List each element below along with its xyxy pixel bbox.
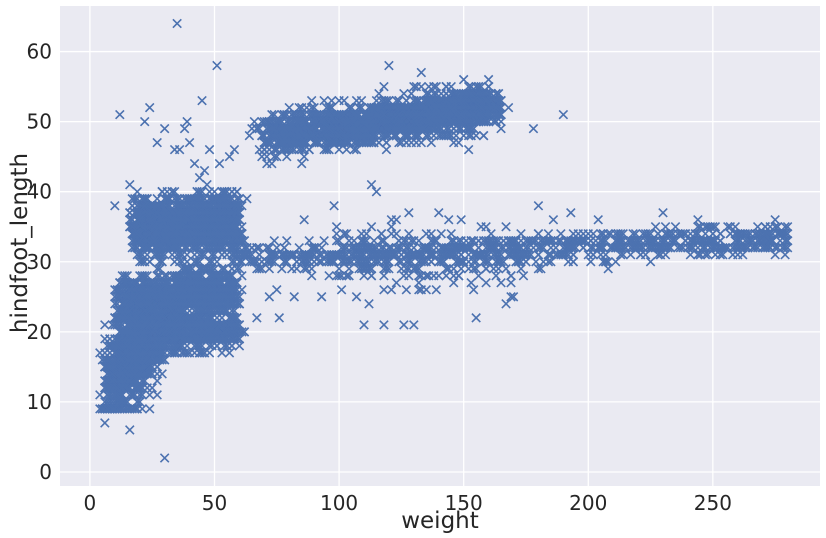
data-point xyxy=(289,292,299,302)
data-point xyxy=(593,214,603,225)
data-point xyxy=(144,102,155,113)
data-point xyxy=(144,404,155,414)
data-point xyxy=(359,320,369,330)
data-point xyxy=(157,369,167,379)
data-point xyxy=(399,320,409,330)
data-point xyxy=(274,313,285,323)
data-point xyxy=(329,200,339,211)
data-point xyxy=(244,130,255,141)
data-point xyxy=(503,102,514,113)
data-point xyxy=(496,278,506,288)
data-point xyxy=(264,292,275,302)
data-point xyxy=(463,144,474,155)
data-point xyxy=(194,172,205,183)
data-point xyxy=(159,123,170,134)
data-point xyxy=(630,228,641,239)
data-point xyxy=(110,200,120,211)
data-point xyxy=(95,390,105,400)
data-point xyxy=(508,292,519,302)
data-point xyxy=(214,158,225,169)
data-point xyxy=(115,109,125,120)
data-point xyxy=(441,271,451,281)
data-point xyxy=(379,285,389,295)
data-point xyxy=(204,144,215,155)
data-point xyxy=(224,151,235,162)
data-point xyxy=(645,257,656,267)
data-point xyxy=(182,116,192,127)
data-point xyxy=(152,362,162,372)
data-point xyxy=(658,207,668,218)
data-point xyxy=(404,207,414,218)
data-point xyxy=(102,341,113,351)
data-point xyxy=(668,235,678,246)
data-point xyxy=(125,425,135,435)
data-point xyxy=(100,355,110,365)
data-point xyxy=(548,214,559,225)
data-point xyxy=(409,320,419,330)
data-point xyxy=(416,67,427,78)
data-point xyxy=(229,144,240,155)
data-point xyxy=(471,313,481,323)
data-point xyxy=(456,214,466,225)
data-point xyxy=(100,418,110,428)
data-point xyxy=(533,200,544,211)
data-point xyxy=(102,390,113,400)
data-point xyxy=(536,264,546,274)
data-point xyxy=(152,271,162,281)
data-point xyxy=(558,109,569,120)
data-point xyxy=(384,60,394,71)
data-point xyxy=(179,123,190,134)
data-point xyxy=(122,404,133,414)
data-point xyxy=(139,116,150,127)
data-point xyxy=(172,18,182,29)
data-point xyxy=(199,165,210,176)
data-point xyxy=(770,214,780,225)
data-point xyxy=(653,249,663,260)
data-points xyxy=(95,18,793,463)
data-point xyxy=(184,137,195,148)
data-point xyxy=(100,320,110,330)
data-point xyxy=(152,390,162,400)
data-point xyxy=(197,95,207,106)
data-point xyxy=(272,285,282,295)
data-point xyxy=(299,214,309,225)
data-point xyxy=(202,179,212,190)
data-point xyxy=(152,376,162,386)
data-point xyxy=(371,186,382,197)
data-point xyxy=(189,158,200,169)
data-point xyxy=(159,453,170,463)
data-point xyxy=(212,60,222,71)
data-point xyxy=(379,320,389,330)
data-point xyxy=(359,271,369,281)
data-point xyxy=(433,207,444,218)
data-point xyxy=(366,179,377,190)
data-point xyxy=(528,123,539,134)
data-point xyxy=(566,207,576,218)
data-point xyxy=(139,376,150,386)
data-point xyxy=(254,123,265,134)
data-point xyxy=(110,348,120,358)
data-point xyxy=(144,390,155,400)
data-point xyxy=(316,292,327,302)
data-point xyxy=(125,179,135,190)
data-point xyxy=(660,221,671,232)
data-point xyxy=(134,397,145,407)
data-point xyxy=(401,285,412,295)
data-point xyxy=(324,271,334,281)
data-point xyxy=(252,313,262,323)
data-point xyxy=(174,144,185,155)
data-point xyxy=(152,137,162,148)
